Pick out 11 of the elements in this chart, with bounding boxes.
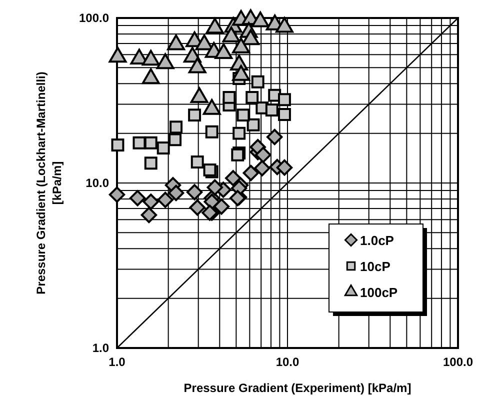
legend-label: 100cP <box>360 285 398 300</box>
x-tick-label: 10.0 <box>276 355 300 369</box>
x-axis-title: Pressure Gradient (Experiment) [kPa/m] <box>184 381 412 395</box>
legend-label: 10cP <box>360 259 391 274</box>
x-tick-label: 100.0 <box>442 355 474 369</box>
y-tick-label: 10.0 <box>86 176 110 190</box>
legend-label: 1.0cP <box>360 233 394 248</box>
y-tick-label: 100.0 <box>78 11 110 25</box>
y-tick-label: 1.0 <box>92 341 110 355</box>
y-axis-title: Pressure Gradient (Lockhart-Martinelli) [kPa/m] <box>34 72 64 294</box>
x-tick-label: 1.0 <box>108 355 126 369</box>
